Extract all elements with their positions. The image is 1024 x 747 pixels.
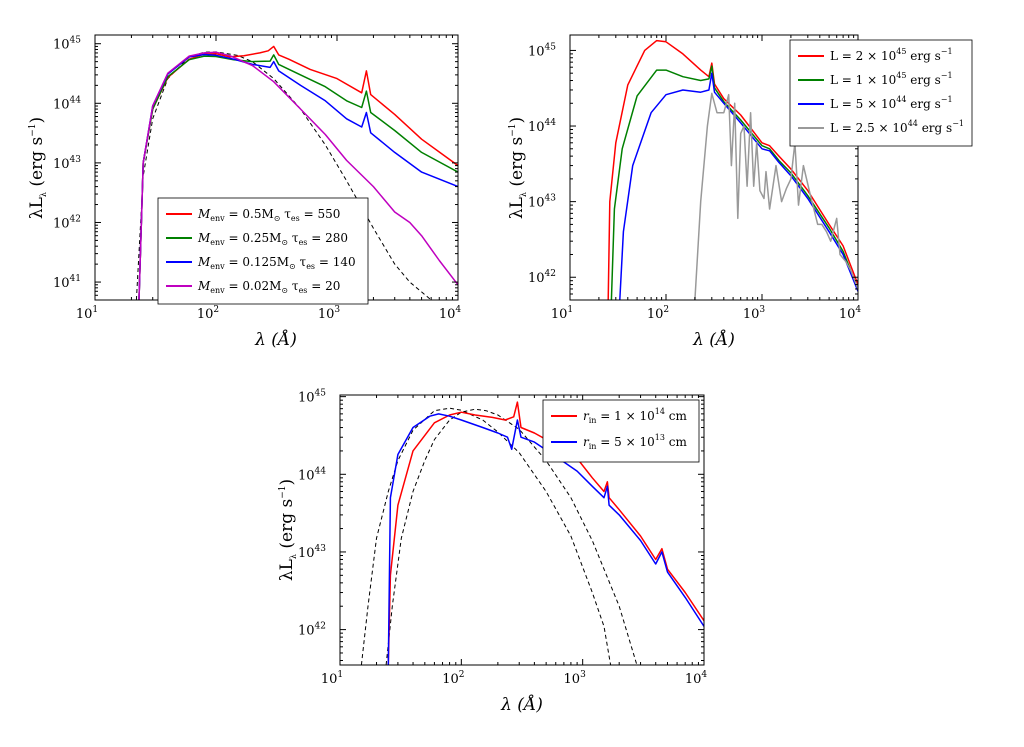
x-tick-label: 103 xyxy=(743,305,766,322)
plot-area xyxy=(135,45,458,300)
x-tick-label: 102 xyxy=(647,305,669,322)
y-tick-label: 1042 xyxy=(528,269,556,286)
legend-box xyxy=(542,399,700,463)
y-tick-label: 1042 xyxy=(298,622,326,639)
y-tick-label: 1045 xyxy=(528,42,556,59)
x-tick-label: 104 xyxy=(839,305,862,322)
y-tick-label: 1045 xyxy=(53,36,81,53)
panel-top-left: 101 102 103 104 1041 1042 1043 1044 1045 λ (Å) λLλ… xyxy=(27,34,462,350)
x-axis-label: λ (Å) xyxy=(692,329,735,350)
y-tick-label: 1043 xyxy=(53,155,81,172)
y-tick-label: 1044 xyxy=(53,95,81,112)
plot-area xyxy=(607,39,858,300)
y-axis-label: λLλ (erg s−1) xyxy=(507,117,528,219)
series-line-3 xyxy=(138,51,458,300)
y-tick-label: 1043 xyxy=(298,544,326,561)
legend-entry-2: Menv = 0.125M⊙ τes = 140 xyxy=(197,255,356,271)
x-tick-label: 101 xyxy=(551,305,573,322)
series-line-1 xyxy=(387,413,704,665)
model-curve-dashed xyxy=(385,408,638,665)
x-axis-label: λ (Å) xyxy=(500,694,543,715)
x-tick-label: 104 xyxy=(685,670,708,687)
x-tick-label: 104 xyxy=(439,305,462,322)
legend: Menv = 0.5M⊙ τes = 550 Menv = 0.25M⊙ τes … xyxy=(157,197,369,305)
plot-area xyxy=(360,401,704,665)
legend-entry-1: Menv = 0.25M⊙ τes = 280 xyxy=(197,231,348,247)
legend-entry-3: Menv = 0.02M⊙ τes = 20 xyxy=(197,279,340,295)
y-tick-label: 1045 xyxy=(298,389,326,406)
x-tick-label: 103 xyxy=(564,670,587,687)
x-tick-label: 102 xyxy=(197,305,219,322)
legend-entry-3: L = 2.5 × 1044 erg s−1 xyxy=(830,119,964,135)
x-tick-label: 103 xyxy=(318,305,341,322)
legend-entry-2: L = 5 × 1044 erg s−1 xyxy=(830,95,953,111)
model-curve-dashed xyxy=(135,51,432,300)
legend: L = 2 × 1045 erg s−1 L = 1 × 1045 erg s−1… xyxy=(789,39,973,147)
series-line-1 xyxy=(138,54,458,300)
y-tick-label: 1042 xyxy=(53,214,81,231)
y-tick-label: 1043 xyxy=(528,194,556,211)
axes-frame xyxy=(339,394,705,666)
legend-entry-0: rin = 1 × 1014 cm xyxy=(583,407,687,425)
series-line-3 xyxy=(694,92,858,300)
y-tick-label: 1044 xyxy=(298,466,326,483)
x-tick-label: 101 xyxy=(76,305,98,322)
x-tick-label: 101 xyxy=(321,670,343,687)
y-tick-label: 1044 xyxy=(528,118,556,135)
panel-bottom: 101 102 103 104 1042 1043 1044 1045 λ (Å) λLλ (er… xyxy=(277,389,707,715)
legend-entry-1: L = 1 × 1045 erg s−1 xyxy=(830,71,953,87)
axes-frame xyxy=(569,34,859,301)
legend: rin = 1 × 1014 cm rin = 5 × 1013 cm xyxy=(542,399,700,463)
y-axis-label: λLλ (erg s−1) xyxy=(277,479,298,581)
series-line-2 xyxy=(619,72,858,300)
legend-box xyxy=(157,197,369,305)
legend-entry-0: L = 2 × 1045 erg s−1 xyxy=(830,47,953,63)
legend-entry-1: rin = 5 × 1013 cm xyxy=(583,433,687,451)
series-line-0 xyxy=(387,401,704,665)
panel-top-right: 101 102 103 104 1042 1043 1044 1045 λ (Å) λLλ (er… xyxy=(507,34,973,350)
y-axis-label: λLλ (erg s−1) xyxy=(27,117,48,219)
legend-entry-0: Menv = 0.5M⊙ τes = 550 xyxy=(197,207,340,223)
y-tick-label: 1041 xyxy=(53,274,81,291)
x-tick-label: 102 xyxy=(442,670,464,687)
x-axis-label: λ (Å) xyxy=(254,329,297,350)
